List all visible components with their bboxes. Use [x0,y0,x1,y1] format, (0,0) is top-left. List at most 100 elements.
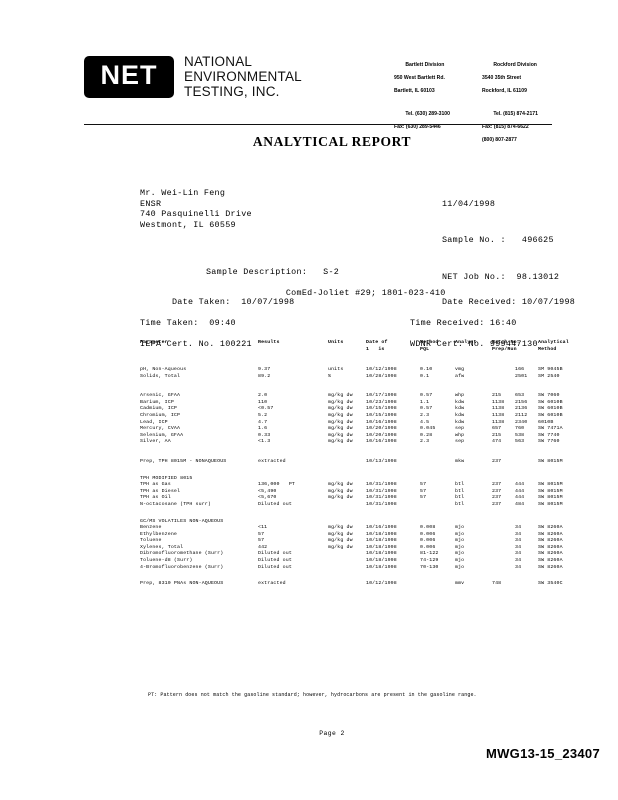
cell-units: mg/kg dw [328,419,353,425]
cell-batch-run: 2156 [515,399,528,405]
cell-date: 10/12/1998 [366,581,397,587]
table-row: Prep, 8310 PNAs NON-AQUEOUS extracted 10/1… [140,581,568,588]
th-method: Method [420,340,439,345]
table-row: Toluene-d8 (Surr) Diluted out 10/18/1998 74… [140,558,568,565]
cell-results: 442 [258,544,268,550]
rockford-street: 3540 35th Street [482,75,522,82]
bartlett-fax: Fax: (630) 289-5446 [394,124,441,131]
sample-no-value: 496625 [521,235,554,246]
cell-pql: 4.5 [420,419,430,425]
cell-batch-run: 166 [515,367,525,372]
sample-description-detail: ComEd-Joliet #29; 1801-023-410 [285,287,446,298]
th-results: Results [258,340,280,345]
table-row: 4-Bromofluorobenzene (Surr) Diluted out 10… [140,565,568,572]
cell-date: 10/18/1998 [366,538,397,544]
cell-batch-prep: 748 [492,581,502,587]
cell-units: mg/kg dw [328,439,353,445]
cell-batch-run: 760 [515,426,525,432]
sample-description-label: Sample Description: [205,266,308,277]
date-received-label: Date Received: [441,296,517,307]
rockford-city: Rockford, IL 61109 [482,88,527,95]
cell-analyst: vmg [455,367,465,372]
cell-parameter: Benzene [140,525,162,531]
cell-parameter: Silver, AA [140,439,171,445]
cell-units: mg/kg dw [328,426,353,432]
cell-results: 136,000 PT [258,482,296,488]
cell-results: <11 [258,525,268,531]
table-row: Selenium, GFAA 0.33 mg/kg dw 10/20/1998 0.28… [140,433,568,440]
cell-batch-run: 563 [515,439,525,445]
cell-units: mg/kg dw [328,544,353,550]
table-row: Xylenes, Total 442 mg/kg dw 10/18/1998 0.006… [140,545,568,552]
cell-batch-prep: 237 [492,458,502,464]
table-row: Arsenic, GFAA 2.0 mg/kg dw 10/17/1998 0.57 wh… [140,393,568,400]
cell-method: SW 8015M [538,488,563,494]
cell-batch-run: 34 [515,531,522,537]
cell-method: SW 6010B [538,412,563,418]
wdnr-cert-label: WDNR Cert. No. [410,338,485,349]
cell-pql: 70-130 [420,564,439,570]
th-batch-2: Prep/Run [492,347,517,352]
cell-date: 10/18/1998 [366,531,397,537]
cell-batch-run: 653 [515,393,525,399]
cell-batch-prep: 657 [492,426,502,432]
cell-method: SW 8260A [538,564,563,570]
rockford-tollfree: (800) 807-2877 [482,136,517,143]
th-analytical-2: Method [538,347,557,352]
cell-batch-run: 444 [515,488,525,494]
bartlett-city: Bartlett, IL 60103 [394,88,435,95]
cell-results: 57 [258,531,265,537]
cell-method: SW 8015M [538,501,563,507]
cell-date: 10/15/1998 [366,412,397,418]
cell-pql: 0.006 [420,531,436,537]
sample-no-label: Sample No. : [441,235,506,246]
report-header: NET NATIONAL ENVIRONMENTAL TESTING, INC.… [84,54,552,143]
cell-units: units [328,367,344,372]
cell-results: 9.37 [258,367,271,372]
cell-pql: 0.28 [420,432,433,438]
cell-results: 110 [258,399,268,405]
cell-method: SW 8260A [538,544,563,550]
sample-description-id: S-2 [323,266,340,277]
table-row: Mercury, CVAA 1.6 mg/kg dw 10/20/1998 0.045 s… [140,426,568,433]
cell-results: extracted [258,458,286,464]
client-address-block: Mr. Wei-Lin Feng ENSR 740 Pasquinelli Dr… [140,188,252,230]
cell-analyst: kdw [455,419,465,425]
group-label-text: TPH MODIFIED 8015 [140,475,193,481]
page-number: Page 2 [319,730,345,737]
table-row: TPH as Gas 136,000 PT mg/kg dw 10/31/1998 57… [140,482,568,489]
results-table: Parameter Results Units Date of Method Analys… [140,340,569,598]
cell-date: 10/31/1998 [366,488,397,494]
cell-pql: 0.045 [420,426,436,432]
rockford-division: Rockford Division [493,62,537,69]
cell-method: SM 2540 [538,373,560,379]
cell-analyst: sep [455,426,465,432]
cell-batch-run: 444 [515,495,525,501]
scanned-report: NET NATIONAL ENVIRONMENTAL TESTING, INC.… [52,28,575,737]
table-row: Cadmium, ICP <0.57 mg/kg dw 10/15/1998 0.57 k… [140,406,568,413]
company-name: NATIONAL ENVIRONMENTAL TESTING, INC. [184,54,302,99]
job-no-value: 98.13012 [516,272,560,283]
cell-parameter: pH, Non-Aqueous [140,367,187,372]
cell-date: 10/18/1998 [366,558,397,564]
cell-analyst: btl [455,482,465,488]
cell-pql: 57 [420,488,427,494]
cell-date: 10/20/1998 [366,432,397,438]
cell-method: SW 7471A [538,426,563,432]
cell-date: 10/15/1998 [366,406,397,412]
cell-batch-run: 2136 [515,406,528,412]
cell-units: mg/kg dw [328,393,353,399]
table-row: Barium, ICP 110 mg/kg dw 10/23/1998 1.1 kdw 11… [140,400,568,407]
table-row: Silver, AA <1.3 mg/kg dw 10/16/1998 2.3 sep 47… [140,439,568,446]
bartlett-street: 950 West Bartlett Rd. [394,75,445,82]
cell-method: 6010B [538,419,554,425]
cell-method: SW 3540C [538,581,563,587]
time-taken-value: 09:40 [209,317,236,328]
cell-method: SW 8260A [538,558,563,564]
cell-analyst: mjo [455,525,465,531]
cell-method: SW 8015M [538,482,563,488]
report-date: 11/04/1998 [441,198,496,209]
bartlett-address: Bartlett Division 950 West Bartlett Rd. … [394,56,450,137]
cell-batch-prep: 1138 [492,419,505,425]
cell-analyst: kdw [455,399,465,405]
